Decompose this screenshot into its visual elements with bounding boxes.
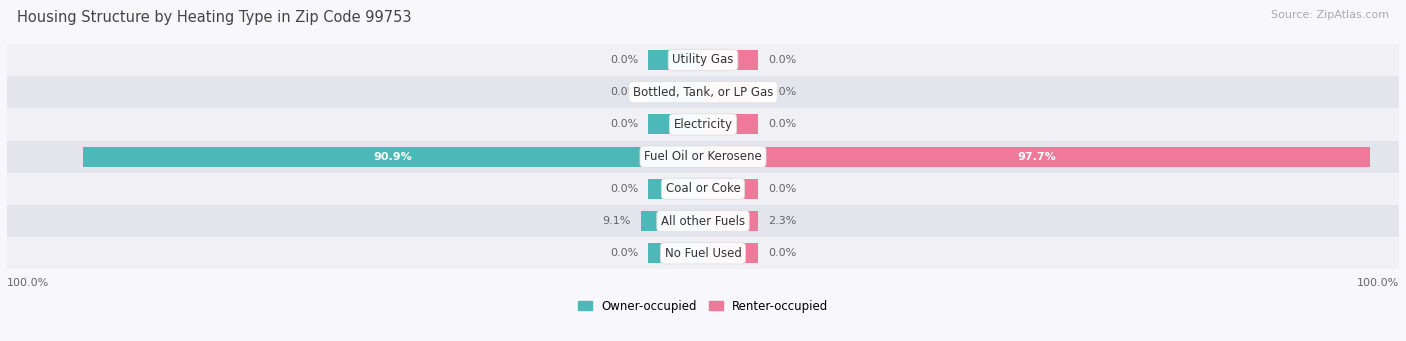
Bar [7, 237, 1399, 269]
Text: Housing Structure by Heating Type in Zip Code 99753: Housing Structure by Heating Type in Zip… [17, 10, 412, 25]
Text: No Fuel Used: No Fuel Used [665, 247, 741, 260]
Text: 0.0%: 0.0% [768, 248, 796, 258]
Text: 97.7%: 97.7% [1017, 152, 1056, 162]
Text: 0.0%: 0.0% [610, 87, 638, 97]
Text: 100.0%: 100.0% [1357, 278, 1399, 288]
Bar [703, 211, 758, 231]
Bar [703, 243, 758, 263]
Bar [703, 50, 758, 70]
Bar [7, 205, 1399, 237]
Bar [648, 115, 703, 134]
Text: 0.0%: 0.0% [610, 248, 638, 258]
Text: Electricity: Electricity [673, 118, 733, 131]
Text: 0.0%: 0.0% [768, 184, 796, 194]
Text: 9.1%: 9.1% [602, 216, 631, 226]
Text: Bottled, Tank, or LP Gas: Bottled, Tank, or LP Gas [633, 86, 773, 99]
Bar [7, 140, 1399, 173]
Text: Coal or Coke: Coal or Coke [665, 182, 741, 195]
Bar [703, 115, 758, 134]
Text: Fuel Oil or Kerosene: Fuel Oil or Kerosene [644, 150, 762, 163]
Text: 0.0%: 0.0% [768, 55, 796, 65]
Text: 100.0%: 100.0% [7, 278, 49, 288]
Bar [83, 147, 703, 167]
Text: Utility Gas: Utility Gas [672, 54, 734, 66]
Bar [648, 50, 703, 70]
Text: 90.9%: 90.9% [374, 152, 412, 162]
Bar [703, 82, 758, 102]
Bar [648, 179, 703, 199]
Text: 0.0%: 0.0% [610, 119, 638, 130]
Bar [703, 147, 1369, 167]
Text: 0.0%: 0.0% [610, 184, 638, 194]
Text: 0.0%: 0.0% [768, 119, 796, 130]
Legend: Owner-occupied, Renter-occupied: Owner-occupied, Renter-occupied [572, 295, 834, 317]
Text: 0.0%: 0.0% [610, 55, 638, 65]
Text: Source: ZipAtlas.com: Source: ZipAtlas.com [1271, 10, 1389, 20]
Text: 2.3%: 2.3% [768, 216, 796, 226]
Bar [7, 108, 1399, 140]
Bar [648, 243, 703, 263]
Bar [7, 173, 1399, 205]
Bar [641, 211, 703, 231]
Text: All other Fuels: All other Fuels [661, 214, 745, 227]
Text: 0.0%: 0.0% [768, 87, 796, 97]
Bar [7, 76, 1399, 108]
Bar [703, 179, 758, 199]
Bar [7, 44, 1399, 76]
Bar [648, 82, 703, 102]
